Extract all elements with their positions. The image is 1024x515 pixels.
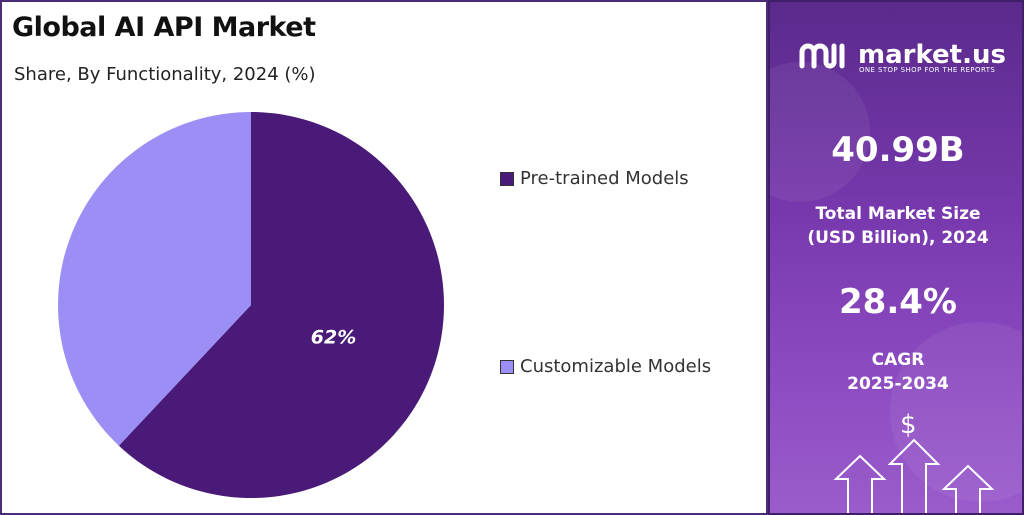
legend-label-pretrained: Pre-trained Models	[520, 168, 689, 189]
chart-subtitle: Share, By Functionality, 2024 (%)	[14, 64, 316, 85]
chart-panel: Global AI API Market Share, By Functiona…	[0, 0, 768, 515]
cagr-value: 28.4%	[839, 282, 957, 322]
market-size-value: 40.99B	[831, 130, 965, 170]
rising-arrows-icon	[833, 438, 995, 513]
legend-swatch-customizable	[500, 359, 514, 374]
dollar-icon: $	[900, 410, 917, 440]
market-us-logo-icon	[799, 43, 845, 69]
market-size-label-line1: Total Market Size	[815, 204, 981, 224]
pie-chart: 62%	[58, 112, 444, 498]
legend-item-pretrained: Pre-trained Models	[500, 168, 689, 189]
stats-panel: market.us ONE STOP SHOP FOR THE REPORTS …	[768, 0, 1024, 515]
pie-slice-pretrained	[118, 112, 444, 498]
brand-logo: market.us	[798, 38, 1006, 72]
legend-label-customizable: Customizable Models	[520, 356, 712, 377]
legend-swatch-pretrained	[500, 171, 514, 186]
slice-label-pretrained: 62%	[311, 327, 356, 349]
brand-name: market.us	[858, 40, 1006, 70]
chart-title: Global AI API Market	[12, 12, 316, 43]
cagr-label: CAGR	[871, 350, 925, 370]
decorative-circle	[890, 322, 1022, 502]
pie-slice-customizable	[58, 112, 251, 446]
cagr-period: 2025-2034	[847, 374, 949, 394]
legend-item-customizable: Customizable Models	[500, 356, 711, 377]
brand-tagline: ONE STOP SHOP FOR THE REPORTS	[859, 66, 996, 74]
market-size-label-line2: (USD Billion), 2024	[807, 228, 989, 248]
